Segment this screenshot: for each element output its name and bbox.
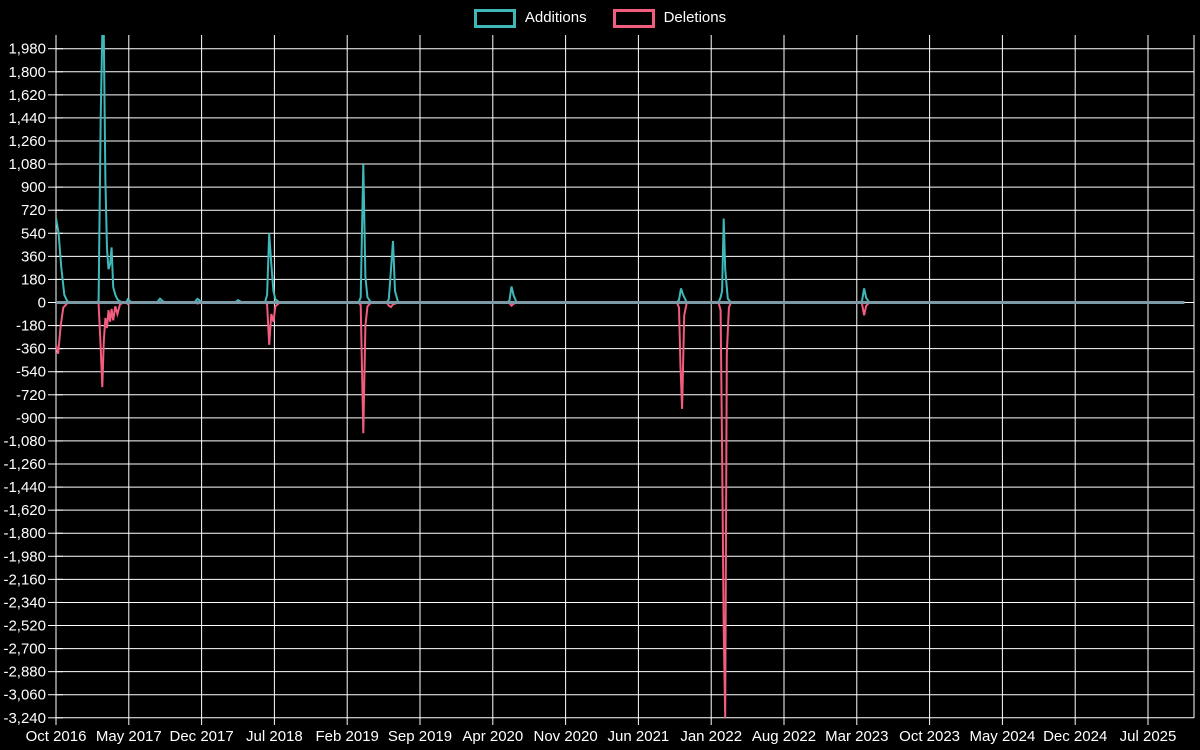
legend-item-deletions[interactable]: Deletions: [612, 8, 727, 28]
deletions-swatch-icon: [612, 8, 655, 28]
y-axis-tick-label: 360: [21, 248, 46, 265]
y-axis-tick-label: 1,440: [8, 110, 46, 127]
x-axis-tick-label: Feb 2019: [316, 728, 379, 745]
chart-legend: Additions Deletions: [0, 8, 1200, 28]
x-axis-tick-label: Jun 2021: [608, 728, 670, 745]
y-axis-tick-label: -360: [16, 341, 46, 358]
x-axis-tick-label: Mar 2023: [825, 728, 888, 745]
y-axis-tick-label: -2,880: [3, 664, 46, 681]
y-axis-tick-label: -3,060: [3, 687, 46, 704]
y-axis-tick-label: 900: [21, 179, 46, 196]
x-axis-tick-label: Oct 2016: [26, 728, 87, 745]
x-axis-tick-label: Apr 2020: [462, 728, 523, 745]
y-axis-tick-label: -2,520: [3, 618, 46, 635]
y-axis-tick-label: 1,260: [8, 133, 46, 150]
y-axis-tick-label: -900: [16, 410, 46, 427]
y-axis-tick-label: 0: [38, 294, 46, 311]
x-axis-tick-label: Jul 2018: [246, 728, 303, 745]
y-axis-tick-label: 1,980: [8, 41, 46, 58]
y-axis-tick-label: -1,800: [3, 525, 46, 542]
y-axis-tick-label: -720: [16, 387, 46, 404]
y-axis-tick-label: -1,620: [3, 502, 46, 519]
x-axis-tick-label: May 2024: [969, 728, 1035, 745]
additions-swatch-icon: [473, 8, 516, 28]
y-axis-tick-label: -2,340: [3, 594, 46, 611]
x-axis-tick-label: May 2017: [96, 728, 162, 745]
y-axis-tick-label: 540: [21, 225, 46, 242]
y-axis-tick-label: -2,160: [3, 571, 46, 588]
y-axis-tick-label: -1,440: [3, 479, 46, 496]
y-axis-tick-label: 720: [21, 202, 46, 219]
y-axis-tick-label: -1,260: [3, 456, 46, 473]
series-line-deletions: [56, 301, 1185, 718]
x-axis-tick-label: Sep 2019: [388, 728, 452, 745]
x-axis-tick-label: Jul 2025: [1120, 728, 1177, 745]
x-axis-tick-label: Jan 2022: [680, 728, 742, 745]
series-line-additions: [56, 35, 1185, 304]
y-axis-tick-label: -3,240: [3, 710, 46, 727]
y-axis-tick-label: 180: [21, 271, 46, 288]
y-axis-tick-label: 1,620: [8, 87, 46, 104]
y-axis-tick-label: -1,080: [3, 433, 46, 450]
y-axis-tick-label: 1,080: [8, 156, 46, 173]
legend-label-additions: Additions: [524, 9, 587, 26]
y-axis-tick-label: -1,980: [3, 548, 46, 565]
x-axis-tick-label: Aug 2022: [752, 728, 816, 745]
x-axis-tick-label: Dec 2024: [1043, 728, 1107, 745]
y-axis-tick-label: -180: [16, 318, 46, 335]
legend-label-deletions: Deletions: [663, 9, 727, 26]
x-axis-tick-label: Oct 2023: [899, 728, 960, 745]
y-axis-tick-label: -540: [16, 364, 46, 381]
x-axis-tick-label: Nov 2020: [533, 728, 597, 745]
legend-item-additions[interactable]: Additions: [473, 8, 587, 28]
y-axis-tick-label: -2,700: [3, 641, 46, 658]
x-axis-tick-label: Dec 2017: [169, 728, 233, 745]
y-axis-tick-label: 1,800: [8, 64, 46, 81]
